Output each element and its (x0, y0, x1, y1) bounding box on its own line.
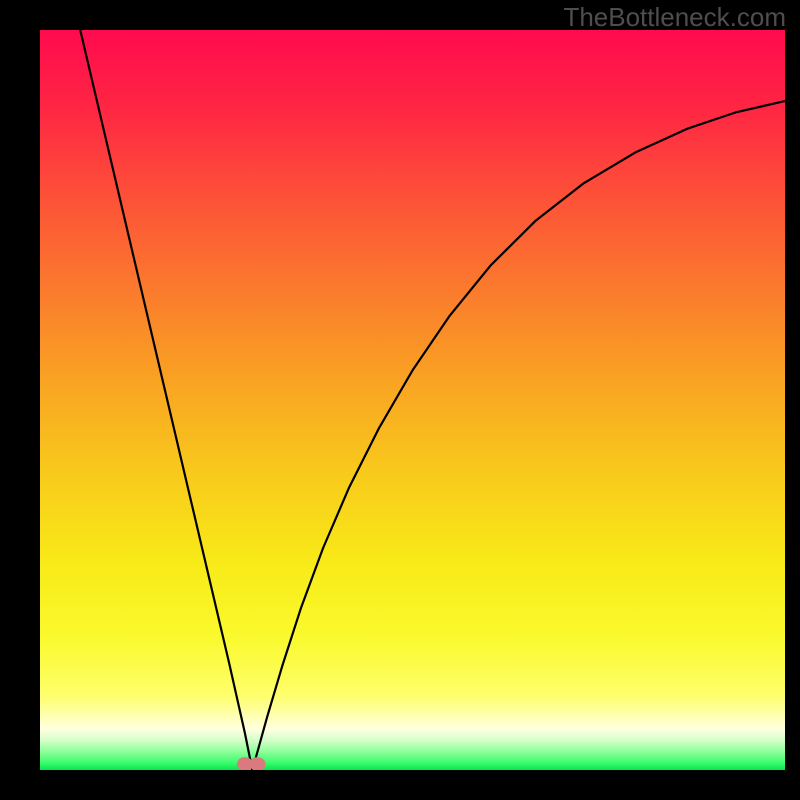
gradient-background (40, 30, 785, 770)
watermark-text: TheBottleneck.com (563, 2, 786, 33)
plot-area (40, 30, 785, 770)
chart-svg (40, 30, 785, 770)
